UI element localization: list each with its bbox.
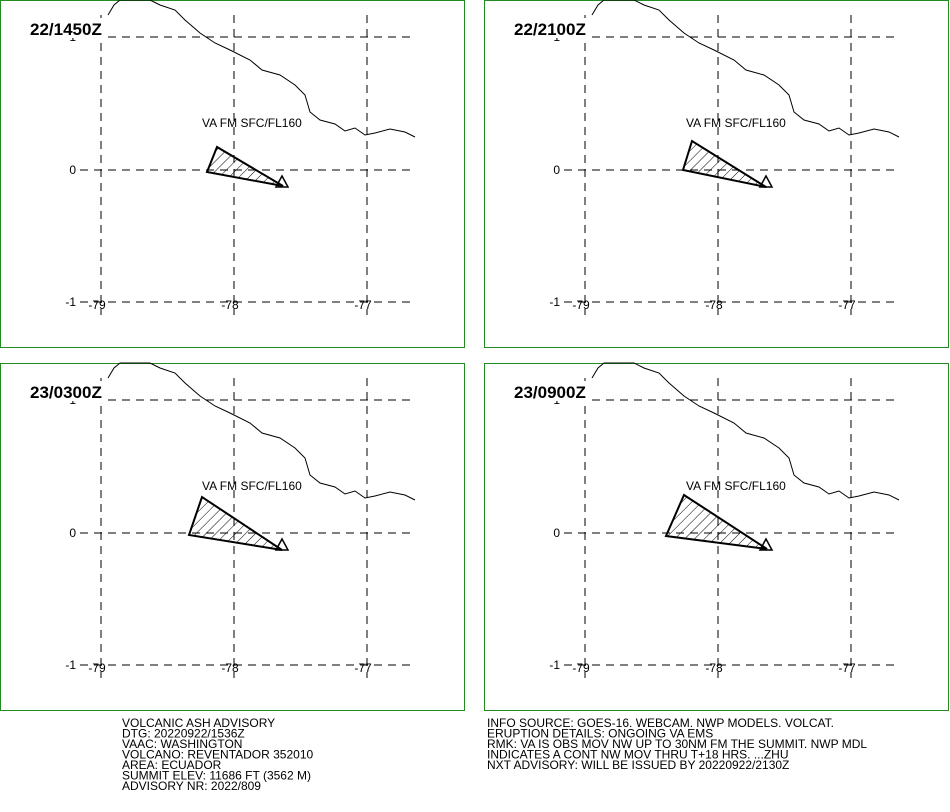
lon-label: -79 xyxy=(88,661,106,675)
lon-label: -77 xyxy=(354,298,372,312)
lon-label: -77 xyxy=(354,661,372,675)
valid-time: 23/0300Z xyxy=(30,383,102,402)
ash-annotation: VA FM SFC/FL160 xyxy=(202,116,302,130)
ash-annotation: VA FM SFC/FL160 xyxy=(686,479,786,493)
volcano-symbol xyxy=(274,174,290,188)
valid-time: 23/0900Z xyxy=(514,383,586,402)
panel-frame xyxy=(484,0,949,348)
coastline xyxy=(591,362,900,501)
coastline xyxy=(107,362,416,501)
advisory-line: VOLCANIC ASH ADVISORY xyxy=(122,716,275,730)
volcano-symbol xyxy=(758,537,774,551)
lat-label: -1 xyxy=(549,658,560,672)
lon-label: -78 xyxy=(705,661,723,675)
advisory-line: VAAC: WASHINGTON xyxy=(122,737,242,751)
lat-label: -1 xyxy=(65,658,76,672)
lat-label: 0 xyxy=(69,526,76,540)
label-bg xyxy=(28,381,104,401)
advisory-line: ERUPTION DETAILS: ONGOING VA EMS xyxy=(487,727,713,741)
volcano-symbol xyxy=(758,174,774,188)
advisory-line: AREA: ECUADOR xyxy=(122,758,222,772)
lon-label: -78 xyxy=(221,661,239,675)
lon-label: -77 xyxy=(838,661,856,675)
advisory-line: INDICATES A CONT NW MOV THRU T+18 HRS. .… xyxy=(487,748,789,762)
lon-label: -79 xyxy=(572,661,590,675)
advisory-line: SUMMIT ELEV: 11686 FT (3562 M) xyxy=(122,769,311,783)
lon-label: -79 xyxy=(572,298,590,312)
ash-annotation: VA FM SFC/FL160 xyxy=(202,479,302,493)
panel-frame xyxy=(0,0,465,348)
advisory-line: INFO SOURCE: GOES-16. WEBCAM. NWP MODELS… xyxy=(487,716,834,730)
ash-area xyxy=(187,495,283,551)
label-bg xyxy=(512,18,588,38)
ash-area xyxy=(205,145,284,187)
lon-label: -77 xyxy=(838,298,856,312)
advisory-line: RMK: VA IS OBS MOV NW UP TO 30NM FM THE … xyxy=(487,737,867,751)
ash-area xyxy=(681,139,767,188)
valid-time: 22/1450Z xyxy=(30,20,102,39)
panel-frame xyxy=(0,363,465,711)
lon-label: -78 xyxy=(221,298,239,312)
advisory-line: VOLCANO: REVENTADOR 352010 xyxy=(122,748,314,762)
valid-time: 22/2100Z xyxy=(514,20,586,39)
ash-annotation: VA FM SFC/FL160 xyxy=(686,116,786,130)
lon-label: -78 xyxy=(705,298,723,312)
label-bg xyxy=(512,381,588,401)
advisory-line: ADVISORY NR: 2022/809 xyxy=(122,779,261,793)
lat-label: 0 xyxy=(69,163,76,177)
lon-label: -79 xyxy=(88,298,106,312)
lat-label: -1 xyxy=(549,295,560,309)
lat-label: 0 xyxy=(553,163,560,177)
ash-area xyxy=(664,493,768,550)
coastline xyxy=(591,0,900,138)
lat-label: -1 xyxy=(65,295,76,309)
advisory-line: NXT ADVISORY: WILL BE ISSUED BY 20220922… xyxy=(487,758,789,772)
panel-frame xyxy=(484,363,949,711)
lat-label: 0 xyxy=(553,526,560,540)
coastline xyxy=(107,0,416,138)
volcano-symbol xyxy=(274,537,290,551)
label-bg xyxy=(28,18,104,38)
advisory-line: DTG: 20220922/1536Z xyxy=(122,727,245,741)
